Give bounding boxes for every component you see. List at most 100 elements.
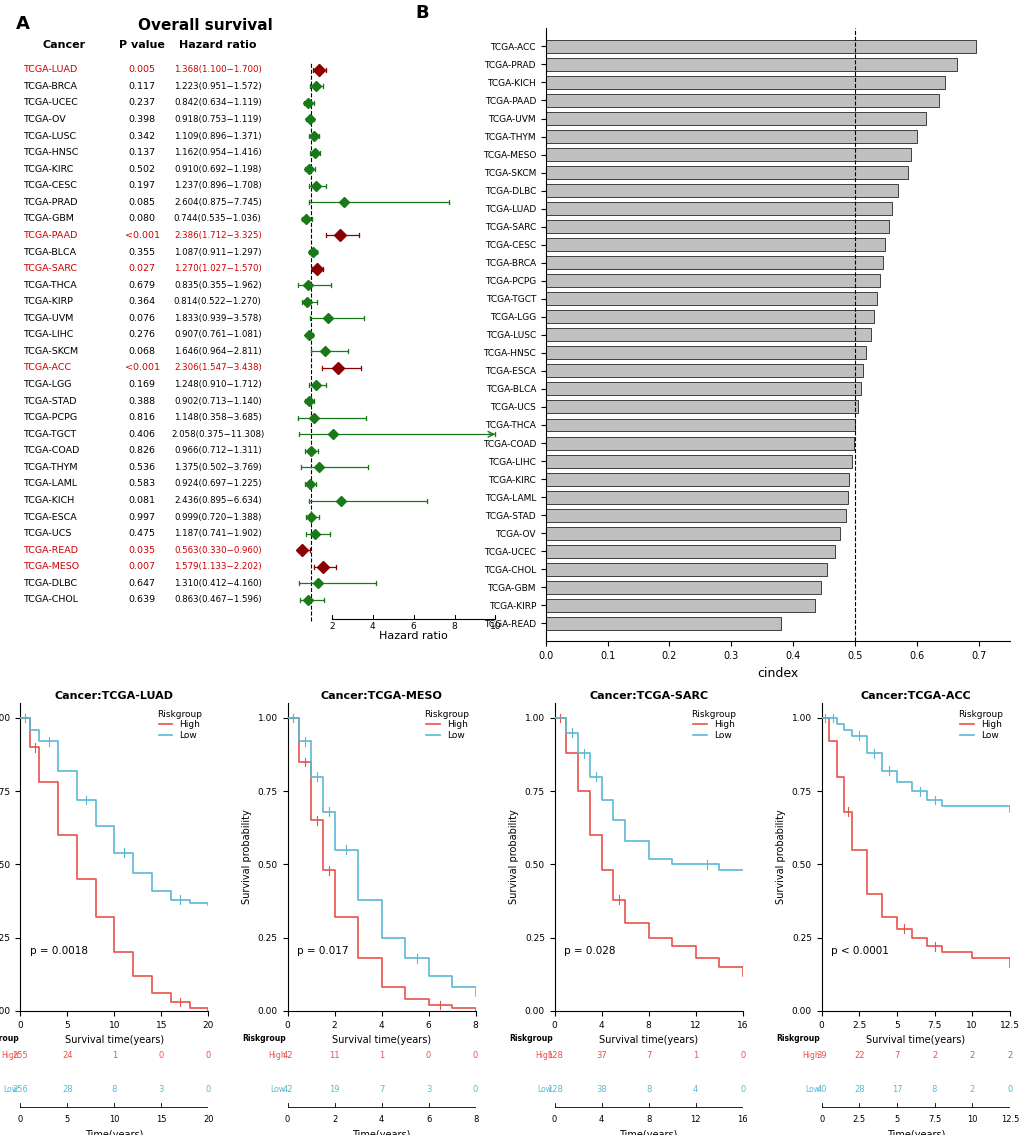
Text: 1.148(0.358−3.685): 1.148(0.358−3.685) <box>173 413 261 422</box>
Title: Cancer:TCGA-ACC: Cancer:TCGA-ACC <box>860 691 970 701</box>
Title: Cancer:TCGA-SARC: Cancer:TCGA-SARC <box>589 691 707 701</box>
Text: 12.5: 12.5 <box>1000 1115 1018 1124</box>
X-axis label: cindex: cindex <box>756 666 798 680</box>
Text: 0: 0 <box>740 1051 745 1060</box>
Text: 0.907(0.761−1.081): 0.907(0.761−1.081) <box>174 330 261 339</box>
Text: 0.863(0.467−1.596): 0.863(0.467−1.596) <box>174 596 261 605</box>
Bar <box>545 382 860 395</box>
Bar <box>545 58 956 70</box>
Bar <box>545 328 870 342</box>
Text: 28: 28 <box>62 1085 72 1094</box>
Text: 0.388: 0.388 <box>128 396 156 405</box>
Bar <box>545 112 925 125</box>
X-axis label: Survival time(years): Survival time(years) <box>598 1035 698 1045</box>
Text: Time(years): Time(years) <box>86 1130 144 1135</box>
Text: TCGA-GBM: TCGA-GBM <box>22 215 73 224</box>
Bar <box>545 40 975 53</box>
Text: TCGA-ESCA: TCGA-ESCA <box>22 513 76 522</box>
Text: 0.647: 0.647 <box>128 579 156 588</box>
Text: 42: 42 <box>282 1085 292 1094</box>
Text: Low: Low <box>537 1085 552 1094</box>
Text: 0.536: 0.536 <box>128 463 156 472</box>
Text: Time(years): Time(years) <box>619 1130 678 1135</box>
Text: 0.005: 0.005 <box>128 66 156 74</box>
Y-axis label: Survival probability: Survival probability <box>508 809 519 905</box>
Text: 0: 0 <box>284 1115 289 1124</box>
Text: 3: 3 <box>159 1085 164 1094</box>
Text: 0.918(0.753−1.119): 0.918(0.753−1.119) <box>174 115 261 124</box>
Text: 0: 0 <box>1006 1085 1012 1094</box>
Text: 1.310(0.412−4.160): 1.310(0.412−4.160) <box>173 579 261 588</box>
Text: 0.197: 0.197 <box>128 182 156 191</box>
Text: p = 0.028: p = 0.028 <box>564 945 614 956</box>
Text: 0: 0 <box>740 1085 745 1094</box>
Text: 0.076: 0.076 <box>128 313 156 322</box>
Text: TCGA-UCS: TCGA-UCS <box>22 529 71 538</box>
Text: 0.068: 0.068 <box>128 347 156 356</box>
Text: 42: 42 <box>282 1051 292 1060</box>
X-axis label: Survival time(years): Survival time(years) <box>65 1035 164 1045</box>
Y-axis label: Survival probability: Survival probability <box>775 809 786 905</box>
Text: 28: 28 <box>853 1085 864 1094</box>
Text: 0: 0 <box>818 1115 823 1124</box>
Text: 0.924(0.697−1.225): 0.924(0.697−1.225) <box>174 479 261 488</box>
Text: 6: 6 <box>426 1115 431 1124</box>
Text: 8: 8 <box>645 1115 651 1124</box>
Text: 0.502: 0.502 <box>128 165 156 174</box>
Text: TCGA-MESO: TCGA-MESO <box>22 562 78 571</box>
Text: 0.080: 0.080 <box>128 215 156 224</box>
Text: TCGA-SKCM: TCGA-SKCM <box>22 347 77 356</box>
Text: 5: 5 <box>894 1115 899 1124</box>
Text: Riskgroup: Riskgroup <box>242 1034 285 1043</box>
Bar <box>545 581 820 594</box>
Text: 0.035: 0.035 <box>128 546 156 555</box>
Text: TCGA-DLBC: TCGA-DLBC <box>22 579 76 588</box>
Text: TCGA-LGG: TCGA-LGG <box>22 380 71 389</box>
Text: TCGA-BLCA: TCGA-BLCA <box>22 247 75 257</box>
Text: 0.364: 0.364 <box>128 297 156 306</box>
Text: Cancer: Cancer <box>43 40 86 50</box>
Bar <box>545 166 907 179</box>
Text: High: High <box>268 1051 285 1060</box>
Text: TCGA-CHOL: TCGA-CHOL <box>22 596 77 605</box>
Text: 20: 20 <box>203 1115 214 1124</box>
Text: 0: 0 <box>206 1085 211 1094</box>
Text: TCGA-SARC: TCGA-SARC <box>22 264 76 274</box>
Text: A: A <box>15 16 30 33</box>
Bar <box>545 563 826 575</box>
Text: TCGA-TGCT: TCGA-TGCT <box>22 430 76 439</box>
Text: 2: 2 <box>329 622 334 631</box>
Text: 2: 2 <box>331 1115 337 1124</box>
Text: 2.604(0.875−7.745): 2.604(0.875−7.745) <box>173 197 261 207</box>
Text: 0.276: 0.276 <box>128 330 156 339</box>
Bar <box>545 419 854 431</box>
Text: p = 0.017: p = 0.017 <box>297 945 348 956</box>
Legend: High, Low: High, Low <box>422 708 471 742</box>
Text: 0.355: 0.355 <box>128 247 156 257</box>
Bar <box>545 184 898 197</box>
Bar <box>545 131 916 143</box>
Text: TCGA-ACC: TCGA-ACC <box>22 363 71 372</box>
Text: 4: 4 <box>378 1115 384 1124</box>
Bar <box>545 490 847 504</box>
Text: 0.117: 0.117 <box>128 82 156 91</box>
Bar <box>545 616 781 630</box>
Text: 0.475: 0.475 <box>128 529 156 538</box>
Text: 39: 39 <box>815 1051 826 1060</box>
Bar <box>545 364 862 378</box>
Text: TCGA-LAML: TCGA-LAML <box>22 479 76 488</box>
X-axis label: Survival time(years): Survival time(years) <box>331 1035 431 1045</box>
Text: 7: 7 <box>645 1051 651 1060</box>
Text: High: High <box>534 1051 552 1060</box>
Bar <box>545 527 839 539</box>
Text: 2.5: 2.5 <box>852 1115 865 1124</box>
Bar <box>545 202 892 216</box>
Text: Riskgroup: Riskgroup <box>0 1034 18 1043</box>
Text: 0.814(0.522−1.270): 0.814(0.522−1.270) <box>173 297 261 306</box>
Bar <box>545 220 889 233</box>
Text: 2: 2 <box>1006 1051 1012 1060</box>
Text: 8: 8 <box>473 1115 478 1124</box>
Text: 16: 16 <box>737 1115 747 1124</box>
Text: 0.744(0.535−1.036): 0.744(0.535−1.036) <box>173 215 261 224</box>
Text: 15: 15 <box>156 1115 166 1124</box>
